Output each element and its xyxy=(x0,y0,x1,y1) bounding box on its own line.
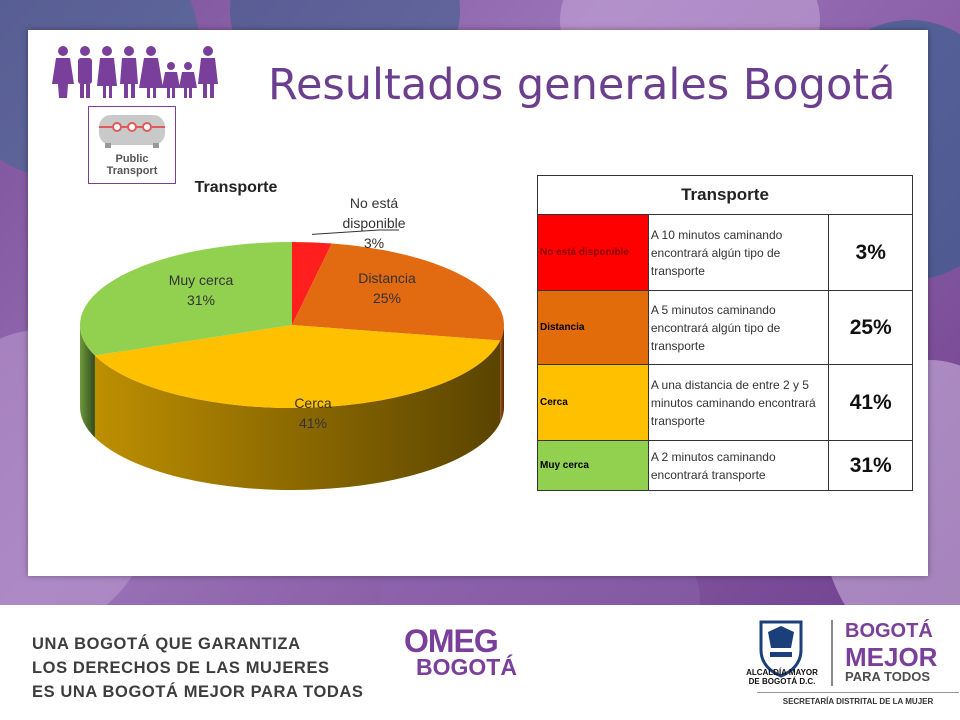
public-transport-label: Public Transport xyxy=(89,153,175,177)
alcaldia-line: ALCALDÍA MAYOR xyxy=(746,668,818,677)
bmpt-line: PARA TODOS xyxy=(845,669,930,684)
table-row: No está disponible A 10 minutos caminando… xyxy=(537,214,913,291)
pie-slice-1 xyxy=(292,243,505,341)
footer-slogan: UNA BOGOTÁ QUE GARANTIZA LOS DERECHOS DE… xyxy=(32,632,364,704)
pie-data-label: disponible xyxy=(342,215,405,231)
women-figures-icon xyxy=(52,46,218,98)
slogan-line: LOS DERECHOS DE LAS MUJERES xyxy=(32,659,330,677)
table-description-cell: A 5 minutos caminando encontrará algún t… xyxy=(647,290,830,365)
table-description-cell: A 10 minutos caminando encontrará algún … xyxy=(647,214,830,291)
icon-label-line: Transport xyxy=(106,165,158,177)
pie-slice-0 xyxy=(292,242,332,325)
icon-label-line: Public xyxy=(115,153,149,165)
pie-slice-side-shade xyxy=(94,340,501,490)
pie-slice-3 xyxy=(80,241,293,356)
chart-title: Transporte xyxy=(195,179,278,196)
table-header-row: Transporte xyxy=(537,175,913,215)
pie-slice-2 xyxy=(94,325,501,408)
slogan-line: UNA BOGOTÁ QUE GARANTIZA xyxy=(32,635,301,653)
pie-chart: Transporte No está disponible 3% Distancia 2… xyxy=(80,179,505,490)
table-row: Cerca A una distancia de entre 2 y 5 minu… xyxy=(537,364,913,441)
pie-leader-line xyxy=(311,229,399,235)
table-row: Distancia A 5 minutos caminando encontrar… xyxy=(537,290,913,365)
omeg-logo: OMEG BOGOTÁ xyxy=(404,623,517,680)
secretaria-label: SECRETARÍA DISTRITAL DE LA MUJER xyxy=(757,692,959,706)
pie-data-label: No está xyxy=(350,195,398,211)
table-category-cell: No está disponible xyxy=(537,214,649,291)
omeg-logo-line: OMEG xyxy=(404,623,499,659)
bogota-coat-of-arms-icon xyxy=(759,620,803,678)
table-percent-cell: 31% xyxy=(828,440,913,491)
bmpt-line: MEJOR xyxy=(845,642,938,672)
table-percent-cell: 41% xyxy=(828,364,913,441)
table-description-cell: A 2 minutos caminando encontrará transpo… xyxy=(647,440,830,491)
public-transport-icon: Public Transport xyxy=(88,106,176,184)
slide-title: Resultados generales Bogotá xyxy=(268,60,896,110)
alcaldia-label: ALCALDÍA MAYOR DE BOGOTÁ D.C. xyxy=(738,668,826,686)
bmpt-line: BOGOTÁ xyxy=(845,620,933,642)
alcaldia-line: DE BOGOTÁ D.C. xyxy=(748,677,816,686)
slogan-line: ES UNA BOGOTÁ MEJOR PARA TODAS xyxy=(32,683,364,701)
pie-data-label: 31% xyxy=(187,292,215,308)
table-percent-cell: 25% xyxy=(828,290,913,365)
pie-slice-side-shade xyxy=(500,325,504,423)
pie-data-label: Muy cerca xyxy=(169,272,234,288)
pie-data-label: Distancia xyxy=(358,270,416,286)
logo-divider xyxy=(831,620,833,686)
table-category-cell: Distancia xyxy=(537,290,649,365)
table-category-cell: Cerca xyxy=(537,364,649,441)
table-row: Muy cerca A 2 minutos caminando encontrar… xyxy=(537,440,913,491)
pie-slice-side-shade xyxy=(80,325,95,438)
table-category-cell: Muy cerca xyxy=(537,440,649,491)
bogota-mejor-para-todos-logo: BOGOTÁ MEJOR PARA TODOS xyxy=(845,618,937,684)
transport-table: Transporte No está disponible A 10 minuto… xyxy=(537,175,913,491)
pie-data-label: 41% xyxy=(299,415,327,431)
pie-data-label: 3% xyxy=(364,235,384,251)
table-header: Transporte xyxy=(537,175,913,215)
pie-data-label: Cerca xyxy=(294,395,332,411)
table-description-cell: A una distancia de entre 2 y 5 minutos c… xyxy=(647,364,830,441)
omeg-logo-line: BOGOTÁ xyxy=(416,654,517,680)
bus-icon xyxy=(99,115,165,148)
pie-data-label: 25% xyxy=(373,290,401,306)
table-percent-cell: 3% xyxy=(828,214,913,291)
